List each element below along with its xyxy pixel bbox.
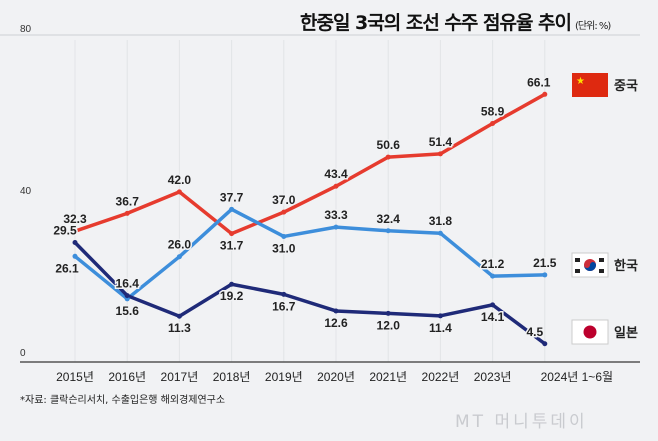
data-point	[72, 253, 78, 259]
data-point	[124, 210, 130, 216]
data-point	[229, 206, 235, 212]
data-label: 50.6	[377, 138, 401, 152]
legend-label: 중국	[614, 79, 638, 94]
data-point	[437, 230, 443, 236]
title-text: 한중일 3국의 조선 수주 점유율 추이	[300, 12, 572, 34]
x-tick-label: 2022년	[422, 370, 460, 384]
data-label: 31.8	[429, 214, 453, 228]
data-label: 32.3	[63, 212, 87, 226]
data-label: 32.4	[377, 212, 401, 226]
watermark-logo: MT 머니투데이	[455, 412, 588, 432]
data-point	[229, 281, 235, 287]
data-point	[281, 291, 287, 297]
series-line-0	[74, 92, 546, 236]
data-point	[333, 183, 339, 189]
data-point	[542, 272, 548, 278]
series-line-2	[73, 241, 546, 346]
data-label: 11.4	[429, 321, 452, 335]
data-point	[72, 228, 78, 234]
data-point	[490, 273, 496, 279]
data-point	[490, 302, 496, 308]
korea-flag-trigram	[599, 269, 604, 273]
data-label: 33.3	[324, 208, 348, 222]
data-point	[176, 189, 182, 195]
data-label: 14.1	[481, 310, 505, 324]
x-tick-label: 2016년	[108, 370, 146, 384]
data-point	[281, 233, 287, 239]
data-point	[229, 231, 235, 237]
data-point	[437, 313, 443, 319]
korea-flag-trigram	[575, 269, 580, 273]
data-label: 4.5	[526, 325, 543, 339]
data-label: 21.2	[481, 257, 505, 271]
data-point	[542, 91, 548, 97]
data-label: 31.7	[220, 239, 244, 253]
x-tick-label: 2017년	[161, 370, 199, 384]
korea-flag-trigram	[599, 258, 604, 262]
y-tick-label: 40	[20, 186, 32, 197]
data-point	[72, 240, 78, 246]
data-label: 19.2	[220, 289, 244, 303]
x-tick-label: 2019년	[265, 370, 303, 384]
data-label: 37.7	[220, 190, 244, 204]
data-label: 26.1	[55, 261, 79, 275]
data-point	[176, 313, 182, 319]
korea-flag-taegeuk-blue	[584, 262, 596, 271]
data-point	[542, 341, 548, 347]
chart-title: 한중일 3국의 조선 수주 점유율 추이 (단위: %)	[300, 8, 611, 35]
data-label: 31.0	[272, 241, 296, 255]
legend-label: 한국	[614, 258, 638, 274]
data-label: 66.1	[527, 75, 551, 89]
unit-label: (단위: %)	[575, 21, 611, 32]
data-point	[333, 224, 339, 230]
china-flag-icon	[572, 73, 608, 97]
x-tick-label: 2024년 1~6월	[541, 370, 613, 384]
data-label: 15.6	[116, 304, 140, 318]
data-point	[176, 254, 182, 260]
data-label: 21.5	[533, 256, 557, 270]
data-label: 16.7	[272, 299, 296, 313]
data-point	[333, 308, 339, 314]
x-tick-label: 2015년	[56, 370, 94, 384]
data-label: 58.9	[481, 104, 505, 118]
y-tick-label: 0	[20, 348, 26, 359]
data-label: 11.3	[168, 321, 191, 335]
data-point	[490, 120, 496, 126]
data-label: 51.4	[429, 135, 453, 149]
data-label: 16.4	[116, 277, 140, 291]
korea-flag-trigram	[575, 258, 580, 262]
series-line-1	[73, 207, 545, 301]
source-note: *자료: 클락슨리서치, 수출입은행 해외경제연구소	[20, 395, 226, 406]
data-point	[124, 293, 130, 299]
data-label: 29.5	[53, 224, 77, 238]
data-label: 43.4	[324, 167, 348, 181]
data-point	[281, 209, 287, 215]
japan-flag-icon	[571, 319, 609, 345]
x-tick-label: 2018년	[213, 370, 251, 384]
data-point	[385, 154, 391, 160]
data-label: 12.6	[324, 316, 348, 330]
y-tick-label: 80	[20, 24, 32, 35]
china-flag-star: ★	[576, 76, 585, 87]
data-point	[437, 151, 443, 157]
x-tick-label: 2021년	[369, 370, 407, 384]
title-divider	[0, 34, 640, 36]
x-tick-label: 2023년	[474, 370, 512, 384]
japan-flag-circle	[583, 325, 597, 339]
data-label: 12.0	[377, 318, 401, 332]
data-label: 36.7	[116, 194, 140, 208]
data-label: 42.0	[168, 173, 192, 187]
legend-label: 일본	[614, 326, 638, 341]
data-point	[385, 310, 391, 316]
data-label: 37.0	[272, 193, 296, 207]
data-point	[385, 228, 391, 234]
x-tick-label: 2020년	[317, 370, 355, 384]
data-label: 26.0	[168, 238, 192, 252]
